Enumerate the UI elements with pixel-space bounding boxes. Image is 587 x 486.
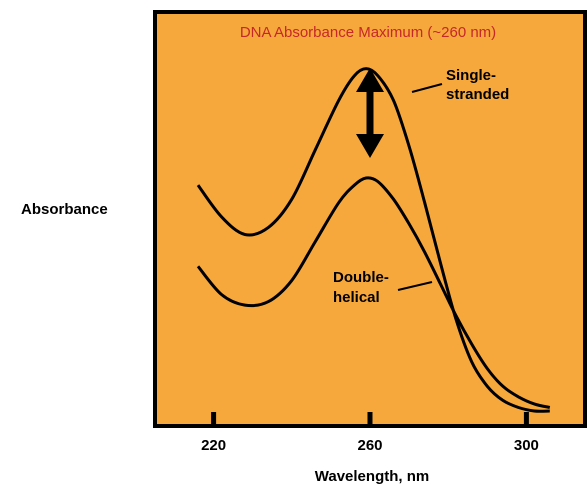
- double-helical-leader-line: [397, 281, 433, 291]
- single-stranded-curve: [196, 67, 550, 413]
- arrow-head-up: [356, 68, 384, 92]
- arrow-head-down: [356, 134, 384, 158]
- y-axis-label: Absorbance: [21, 201, 108, 218]
- double-helical-label-line1: Double-: [333, 269, 389, 286]
- chart-title: DNA Absorbance Maximum (~260 nm): [240, 24, 496, 41]
- x-axis-ticks: 220 260 300: [201, 412, 539, 454]
- single-stranded-label-line2: stranded: [446, 86, 509, 103]
- double-helical-curve: [196, 176, 551, 409]
- x-tick-label-220: 220: [201, 437, 226, 454]
- x-axis-label: Wavelength, nm: [315, 468, 429, 485]
- curve-annotations: Single- stranded Double- helical: [333, 67, 509, 306]
- single-stranded-leader-line: [411, 83, 443, 93]
- double-helical-label-line2: helical: [333, 289, 380, 306]
- x-tick-label-260: 260: [357, 437, 382, 454]
- double-headed-arrow-icon: [356, 68, 384, 158]
- single-stranded-label-line1: Single-: [446, 67, 496, 84]
- x-tick-label-300: 300: [514, 437, 539, 454]
- curves-group: [196, 67, 551, 413]
